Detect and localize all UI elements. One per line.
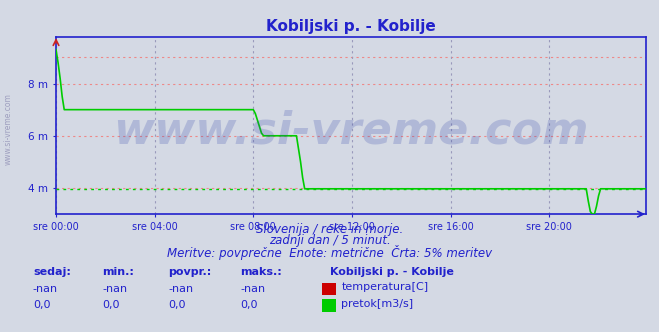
Text: maks.:: maks.: xyxy=(241,267,282,277)
Text: -nan: -nan xyxy=(33,284,58,294)
Text: Kobiljski p. - Kobilje: Kobiljski p. - Kobilje xyxy=(330,267,453,277)
Title: Kobiljski p. - Kobilje: Kobiljski p. - Kobilje xyxy=(266,19,436,34)
Text: temperatura[C]: temperatura[C] xyxy=(341,282,428,292)
Text: 0,0: 0,0 xyxy=(102,300,120,310)
Text: -nan: -nan xyxy=(168,284,193,294)
Text: www.si-vreme.com: www.si-vreme.com xyxy=(113,109,588,152)
Text: 0,0: 0,0 xyxy=(33,300,51,310)
Text: www.si-vreme.com: www.si-vreme.com xyxy=(3,94,13,165)
Text: -nan: -nan xyxy=(241,284,266,294)
Text: Meritve: povprečne  Enote: metrične  Črta: 5% meritev: Meritve: povprečne Enote: metrične Črta:… xyxy=(167,245,492,260)
Text: povpr.:: povpr.: xyxy=(168,267,212,277)
Text: min.:: min.: xyxy=(102,267,134,277)
Text: -nan: -nan xyxy=(102,284,127,294)
Text: Slovenija / reke in morje.: Slovenija / reke in morje. xyxy=(256,223,403,236)
Text: zadnji dan / 5 minut.: zadnji dan / 5 minut. xyxy=(269,234,390,247)
Text: pretok[m3/s]: pretok[m3/s] xyxy=(341,299,413,309)
Text: 0,0: 0,0 xyxy=(168,300,186,310)
Text: 0,0: 0,0 xyxy=(241,300,258,310)
Text: sedaj:: sedaj: xyxy=(33,267,71,277)
